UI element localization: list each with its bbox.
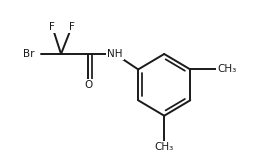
Text: NH: NH <box>107 49 123 59</box>
Text: F: F <box>69 22 75 32</box>
Text: CH₃: CH₃ <box>155 142 174 152</box>
Text: CH₃: CH₃ <box>217 64 236 74</box>
Text: F: F <box>49 22 55 32</box>
Text: Br: Br <box>23 49 34 59</box>
Text: O: O <box>84 80 92 90</box>
